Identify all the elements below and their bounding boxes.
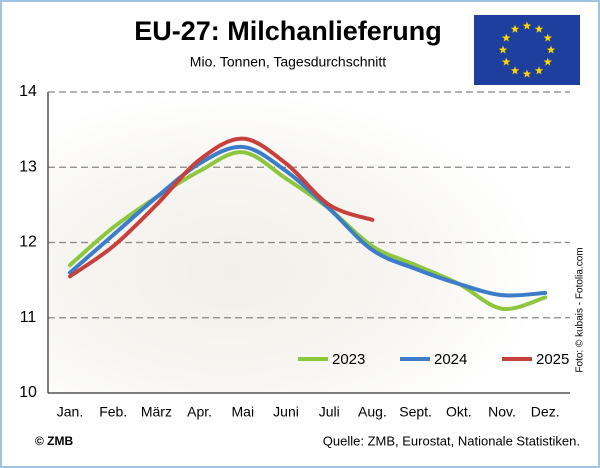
y-tick-label: 10 xyxy=(19,384,37,401)
eu-flag xyxy=(474,15,580,85)
x-tick-label: Nov. xyxy=(488,404,516,420)
x-tick-label: Okt. xyxy=(446,404,472,420)
y-tick-label: 12 xyxy=(19,234,37,251)
x-tick-label: März xyxy=(141,404,172,420)
flag-star xyxy=(510,24,520,33)
x-tick-label: Juni xyxy=(273,404,299,420)
source: Quelle: ZMB, Eurostat, Nationale Statist… xyxy=(323,433,580,448)
x-tick-label: Mai xyxy=(232,404,255,420)
copyright: © ZMB xyxy=(35,434,74,448)
legend-label: 2024 xyxy=(434,351,467,368)
x-tick-label: Juli xyxy=(319,404,340,420)
flag-star xyxy=(498,45,508,54)
chart-subtitle: Mio. Tonnen, Tagesdurchschnitt xyxy=(190,54,386,70)
photo-credit: Foto: © kubais - Fotolia.com xyxy=(575,247,586,372)
flag-star xyxy=(522,69,532,78)
flag-star xyxy=(543,33,553,42)
x-tick-label: Dez. xyxy=(531,404,560,420)
flag-star xyxy=(534,24,544,33)
flag-star xyxy=(501,33,511,42)
x-tick-label: Sept. xyxy=(399,404,432,420)
y-tick-label: 13 xyxy=(19,158,37,175)
flag-star xyxy=(510,66,520,75)
y-tick-label: 11 xyxy=(20,309,37,326)
series-line xyxy=(68,136,375,279)
x-tick-label: Jan. xyxy=(57,404,83,420)
flag-star xyxy=(546,45,556,54)
flag-star xyxy=(534,66,544,75)
x-tick-label: Aug. xyxy=(358,404,387,420)
y-tick-label: 14 xyxy=(19,83,37,100)
series-line xyxy=(68,144,548,298)
x-tick-label: Apr. xyxy=(187,404,212,420)
chart-title: EU-27: Milchanlieferung xyxy=(134,16,442,46)
legend-label: 2025 xyxy=(536,351,569,368)
flag-star xyxy=(543,57,553,66)
flag-star xyxy=(501,57,511,66)
flag-star xyxy=(522,21,532,30)
legend-label: 2023 xyxy=(332,351,365,368)
x-tick-label: Feb. xyxy=(99,404,127,420)
